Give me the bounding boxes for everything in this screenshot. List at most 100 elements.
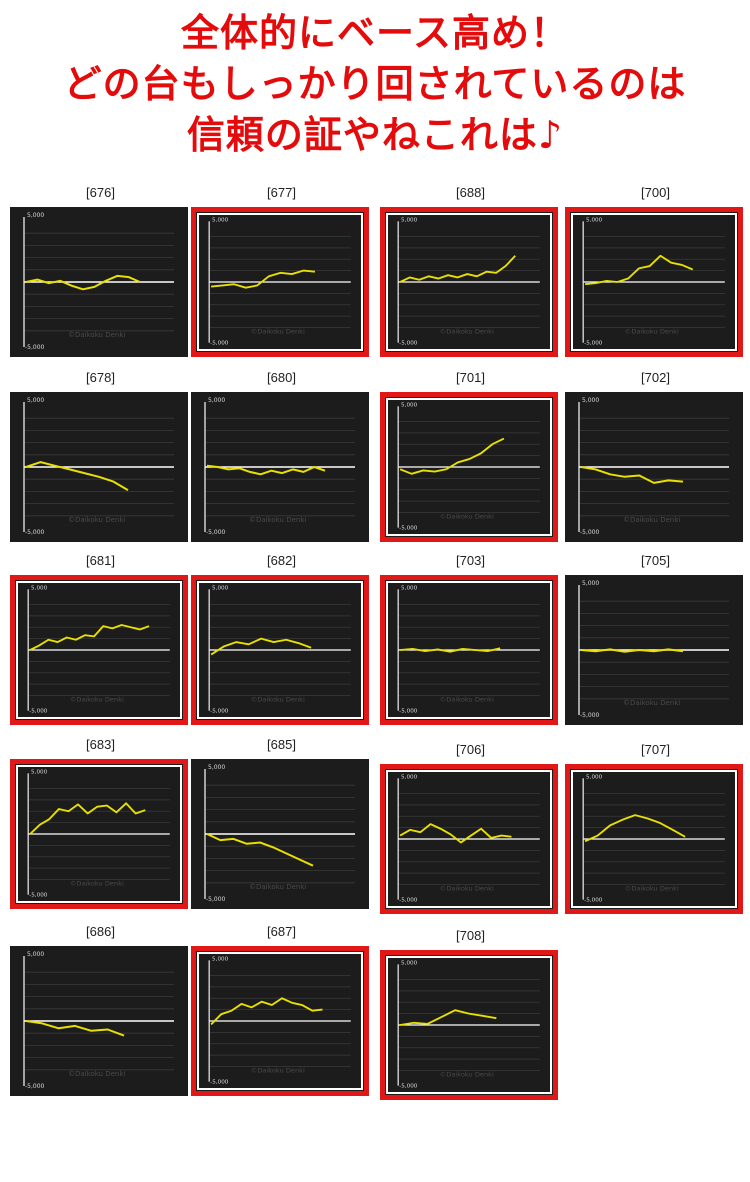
- chart-panel-highlighted: 5,000 -5,000 ©Daikoku Denki: [380, 575, 558, 725]
- chart-title: [685]: [267, 737, 296, 752]
- y-tick-label-min: -5,000: [399, 526, 418, 532]
- chart-cell: [703] 5,000 -5,000 ©Daikoku Denki: [378, 553, 563, 737]
- chart-panel: 5,000 -5,000 ©Daikoku Denki: [10, 207, 188, 357]
- watermark: ©Daikoku Denki: [68, 331, 125, 339]
- chart-cell: [683] 5,000 -5,000 ©Daikoku Denki: [8, 737, 193, 921]
- y-tick-label-max: 5,000: [27, 212, 44, 219]
- y-tick-label-min: -5,000: [210, 341, 229, 347]
- chart-title: [701]: [456, 370, 485, 385]
- chart-panel: 5,000 -5,000 ©Daikoku Denki: [191, 759, 369, 909]
- watermark: ©Daikoku Denki: [251, 1066, 305, 1074]
- chart-panel-highlighted: 5,000 -5,000 ©Daikoku Denki: [380, 207, 558, 357]
- watermark: ©Daikoku Denki: [440, 512, 494, 520]
- chart-panel-highlighted: 5,000 -5,000 ©Daikoku Denki: [191, 207, 369, 357]
- chart-panel: 5,000 -5,000 ©Daikoku Denki: [565, 575, 743, 725]
- chart-title: [702]: [641, 370, 670, 385]
- y-tick-label-max: 5,000: [401, 585, 418, 591]
- watermark: ©Daikoku Denki: [440, 695, 494, 703]
- y-tick-label-max: 5,000: [208, 764, 225, 771]
- line-chart: 5,000 -5,000 ©Daikoku Denki: [23, 951, 174, 1090]
- y-tick-label-min: -5,000: [399, 1084, 418, 1090]
- watermark: ©Daikoku Denki: [70, 695, 124, 703]
- chart-title: [681]: [86, 553, 115, 568]
- y-tick-label-max: 5,000: [401, 960, 418, 966]
- chart-title: [707]: [641, 742, 670, 757]
- watermark: ©Daikoku Denki: [251, 695, 305, 703]
- series-line: [25, 1020, 125, 1037]
- y-tick-label-min: -5,000: [210, 709, 229, 715]
- series-line: [211, 269, 316, 289]
- line-chart: 5,000 -5,000 ©Daikoku Denki: [23, 397, 174, 536]
- chart-title: [680]: [267, 370, 296, 385]
- watermark: ©Daikoku Denki: [625, 884, 679, 892]
- watermark: ©Daikoku Denki: [623, 699, 680, 707]
- chart-cell: [682] 5,000 -5,000 ©Daikoku Denki: [189, 553, 374, 737]
- chart-title: [676]: [86, 185, 115, 200]
- watermark: ©Daikoku Denki: [68, 1070, 125, 1078]
- line-chart: 5,000 -5,000 ©Daikoku Denki: [208, 217, 351, 347]
- chart-title: [688]: [456, 185, 485, 200]
- y-tick-label-min: -5,000: [25, 529, 45, 536]
- chart-cell: [680] 5,000 -5,000 ©Daikoku Denki: [189, 370, 374, 554]
- y-tick-label-max: 5,000: [27, 951, 44, 958]
- chart-panel: 5,000 -5,000 ©Daikoku Denki: [191, 392, 369, 542]
- chart-panel-highlighted: 5,000 -5,000 ©Daikoku Denki: [191, 946, 369, 1096]
- y-tick-label-max: 5,000: [586, 774, 603, 780]
- chart-panel-highlighted: 5,000 -5,000 ©Daikoku Denki: [10, 575, 188, 725]
- chart-cell: [707] 5,000 -5,000 ©Daikoku Denki: [563, 742, 748, 926]
- chart-panel-highlighted: 5,000 -5,000 ©Daikoku Denki: [10, 759, 188, 909]
- y-tick-label-min: -5,000: [584, 898, 603, 904]
- chart-cell: [708] 5,000 -5,000 ©Daikoku Denki: [378, 928, 563, 1112]
- chart-title: [703]: [456, 553, 485, 568]
- chart-cell: [677] 5,000 -5,000 ©Daikoku Denki: [189, 185, 374, 369]
- y-tick-label-max: 5,000: [31, 769, 48, 775]
- series-line: [25, 461, 129, 492]
- chart-title: [683]: [86, 737, 115, 752]
- line-chart: 5,000 -5,000 ©Daikoku Denki: [578, 580, 729, 719]
- y-tick-label-min: -5,000: [25, 1083, 45, 1090]
- series-line: [585, 254, 694, 286]
- y-tick-label-max: 5,000: [586, 217, 603, 223]
- line-chart: 5,000 -5,000 ©Daikoku Denki: [397, 402, 540, 532]
- line-chart: 5,000 -5,000 ©Daikoku Denki: [208, 956, 351, 1086]
- y-tick-label-max: 5,000: [401, 774, 418, 780]
- watermark: ©Daikoku Denki: [625, 327, 679, 335]
- line-chart: 5,000 -5,000 ©Daikoku Denki: [27, 769, 170, 899]
- watermark: ©Daikoku Denki: [251, 327, 305, 335]
- line-chart: 5,000 -5,000 ©Daikoku Denki: [582, 774, 725, 904]
- watermark: ©Daikoku Denki: [440, 884, 494, 892]
- chart-panel-highlighted: 5,000 -5,000 ©Daikoku Denki: [565, 764, 743, 914]
- chart-cell: [705] 5,000 -5,000 ©Daikoku Denki: [563, 553, 748, 737]
- line-chart: 5,000 -5,000 ©Daikoku Denki: [204, 397, 355, 536]
- series-line: [399, 255, 516, 283]
- series-line: [29, 802, 146, 835]
- chart-panel-highlighted: 5,000 -5,000 ©Daikoku Denki: [565, 207, 743, 357]
- y-tick-label-max: 5,000: [582, 397, 599, 404]
- series-line: [206, 464, 326, 476]
- y-tick-label-min: -5,000: [399, 341, 418, 347]
- chart-panel: 5,000 -5,000 ©Daikoku Denki: [10, 946, 188, 1096]
- y-tick-label-min: -5,000: [29, 709, 48, 715]
- chart-panel-highlighted: 5,000 -5,000 ©Daikoku Denki: [191, 575, 369, 725]
- series-line: [206, 833, 314, 867]
- series-line: [400, 647, 501, 653]
- chart-cell: [681] 5,000 -5,000 ©Daikoku Denki: [8, 553, 193, 737]
- y-tick-label-min: -5,000: [580, 712, 600, 719]
- line-chart: 5,000 -5,000 ©Daikoku Denki: [397, 585, 540, 715]
- line-chart: 5,000 -5,000 ©Daikoku Denki: [578, 397, 729, 536]
- chart-panel-highlighted: 5,000 -5,000 ©Daikoku Denki: [380, 764, 558, 914]
- chart-cell: [678] 5,000 -5,000 ©Daikoku Denki: [8, 370, 193, 554]
- chart-cell: [687] 5,000 -5,000 ©Daikoku Denki: [189, 924, 374, 1108]
- chart-title: [686]: [86, 924, 115, 939]
- chart-panel-highlighted: 5,000 -5,000 ©Daikoku Denki: [380, 950, 558, 1100]
- series-line: [399, 823, 512, 844]
- y-tick-label-min: -5,000: [206, 529, 226, 536]
- series-line: [399, 437, 505, 475]
- series-line: [399, 1009, 497, 1026]
- y-tick-label-max: 5,000: [212, 585, 229, 591]
- y-tick-label-max: 5,000: [31, 585, 48, 591]
- headline: 全体的にベース高め！ どの台もしっかり回されているのは 信頼の証やねこれは♪: [0, 8, 750, 161]
- y-tick-label-max: 5,000: [212, 956, 229, 962]
- y-tick-label-min: -5,000: [580, 529, 600, 536]
- headline-line-3: 信頼の証やねこれは♪: [186, 113, 564, 157]
